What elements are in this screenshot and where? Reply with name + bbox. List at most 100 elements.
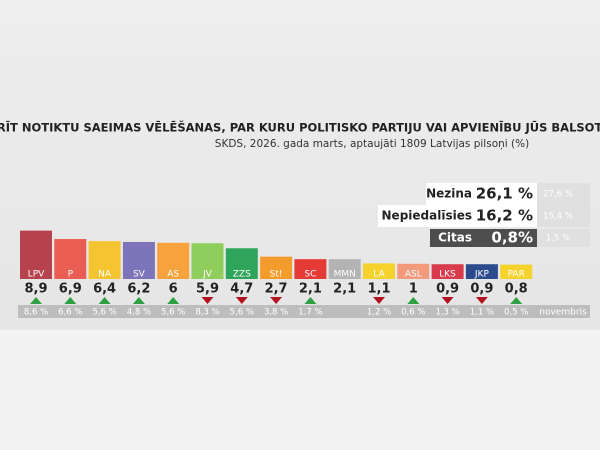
previous-label: 1,1 % <box>470 308 494 318</box>
bar <box>328 259 361 268</box>
other-value: 16,2 % <box>476 207 533 225</box>
arrow-up <box>510 297 523 304</box>
bar <box>88 241 121 268</box>
category-label: LKS <box>439 270 456 280</box>
bar <box>122 241 155 268</box>
arrow-up <box>30 297 42 304</box>
arrow-down <box>441 297 454 304</box>
other-box <box>378 205 537 227</box>
value-label: 6,9 <box>59 282 82 297</box>
value-label: 8,9 <box>24 282 47 297</box>
category-box <box>431 268 464 279</box>
chart-subtitle: SKDS, 2026. gada marts, aptaujāti 1809 L… <box>215 138 529 150</box>
arrow-down <box>475 297 488 304</box>
value-label: 2,7 <box>265 282 288 297</box>
bar <box>431 264 464 268</box>
category-box <box>465 268 498 279</box>
bar <box>397 263 430 268</box>
category-label: JKP <box>474 270 490 280</box>
previous-label: 5,6 % <box>161 308 185 318</box>
other-previous-box <box>537 183 590 205</box>
category-label: SV <box>133 270 146 280</box>
category-box <box>225 268 258 279</box>
category-label: NA <box>98 270 112 280</box>
other-label: Nezina <box>426 187 472 201</box>
arrow-down <box>201 297 214 304</box>
category-label: P <box>68 270 74 280</box>
other-box <box>426 183 537 205</box>
category-box <box>328 268 361 279</box>
arrow-up <box>304 297 317 304</box>
value-label: 0,9 <box>436 282 459 297</box>
floor <box>0 330 600 450</box>
arrow-down <box>270 297 283 304</box>
category-box <box>260 268 293 279</box>
category-label: MMN <box>334 270 356 280</box>
other-previous: 15,4 % <box>543 212 573 222</box>
arrow-up <box>407 297 420 304</box>
value-label: 6,2 <box>127 282 150 297</box>
category-box <box>88 268 121 279</box>
other-previous-box <box>537 229 590 247</box>
previous-label: 8,6 % <box>24 308 48 318</box>
value-label: 1,1 <box>367 282 390 297</box>
arrow-up <box>98 297 111 304</box>
other-value: 0,8% <box>491 229 533 247</box>
other-previous-box <box>537 205 590 227</box>
category-label: ZZS <box>233 270 251 280</box>
value-label: 1 <box>409 282 418 297</box>
previous-label: 6,6 % <box>58 308 82 318</box>
category-box <box>122 268 155 279</box>
value-label: 6 <box>169 282 178 297</box>
category-box <box>54 268 87 279</box>
category-label: AS <box>167 270 179 280</box>
other-label: Nepiedalīsies <box>382 209 472 223</box>
value-label: 2,1 <box>333 282 356 297</box>
category-label: JV <box>202 270 213 280</box>
previous-band <box>18 305 590 318</box>
value-label: 0,9 <box>470 282 493 297</box>
category-box <box>157 268 190 279</box>
previous-label: 0,5 % <box>504 308 528 318</box>
category-label: LPV <box>28 270 45 280</box>
category-label: LA <box>373 270 385 280</box>
category-box <box>500 268 533 279</box>
category-label: St! <box>270 270 283 280</box>
bar <box>363 263 395 268</box>
arrow-up <box>132 297 145 304</box>
previous-label: 4,8 % <box>127 308 151 318</box>
value-label: 0,8 <box>505 282 528 297</box>
category-box <box>294 268 327 279</box>
category-box <box>191 268 224 279</box>
previous-name: novembris <box>539 308 587 318</box>
category-label: ASL <box>405 270 422 280</box>
category-box <box>397 268 430 279</box>
arrow-up <box>167 297 180 304</box>
value-label: 5,9 <box>196 282 219 297</box>
bar <box>500 264 533 268</box>
previous-label: 5,6 % <box>92 308 116 318</box>
bar <box>465 264 498 268</box>
other-label: Citas <box>438 231 472 245</box>
other-value: 26,1 % <box>476 185 533 203</box>
bar <box>20 230 52 268</box>
previous-label: 3,8 % <box>264 308 288 318</box>
previous-label: 1,7 % <box>298 308 322 318</box>
value-label: 6,4 <box>93 282 116 297</box>
previous-label: 1,2 % <box>367 308 391 318</box>
bar <box>191 243 224 268</box>
bar <box>260 256 293 268</box>
category-box <box>20 268 52 279</box>
arrow-up <box>64 297 77 304</box>
category-box <box>363 268 395 279</box>
category-label: PAR <box>508 270 525 280</box>
chart-title: JA RĪT NOTIKTU SAEIMAS VĒLĒŠANAS, PAR KU… <box>0 120 600 135</box>
value-label: 4,7 <box>230 282 253 297</box>
other-box <box>430 229 537 247</box>
arrow-down <box>235 297 248 304</box>
previous-label: 5,6 % <box>230 308 254 318</box>
bar <box>294 259 327 268</box>
bar <box>225 248 258 268</box>
